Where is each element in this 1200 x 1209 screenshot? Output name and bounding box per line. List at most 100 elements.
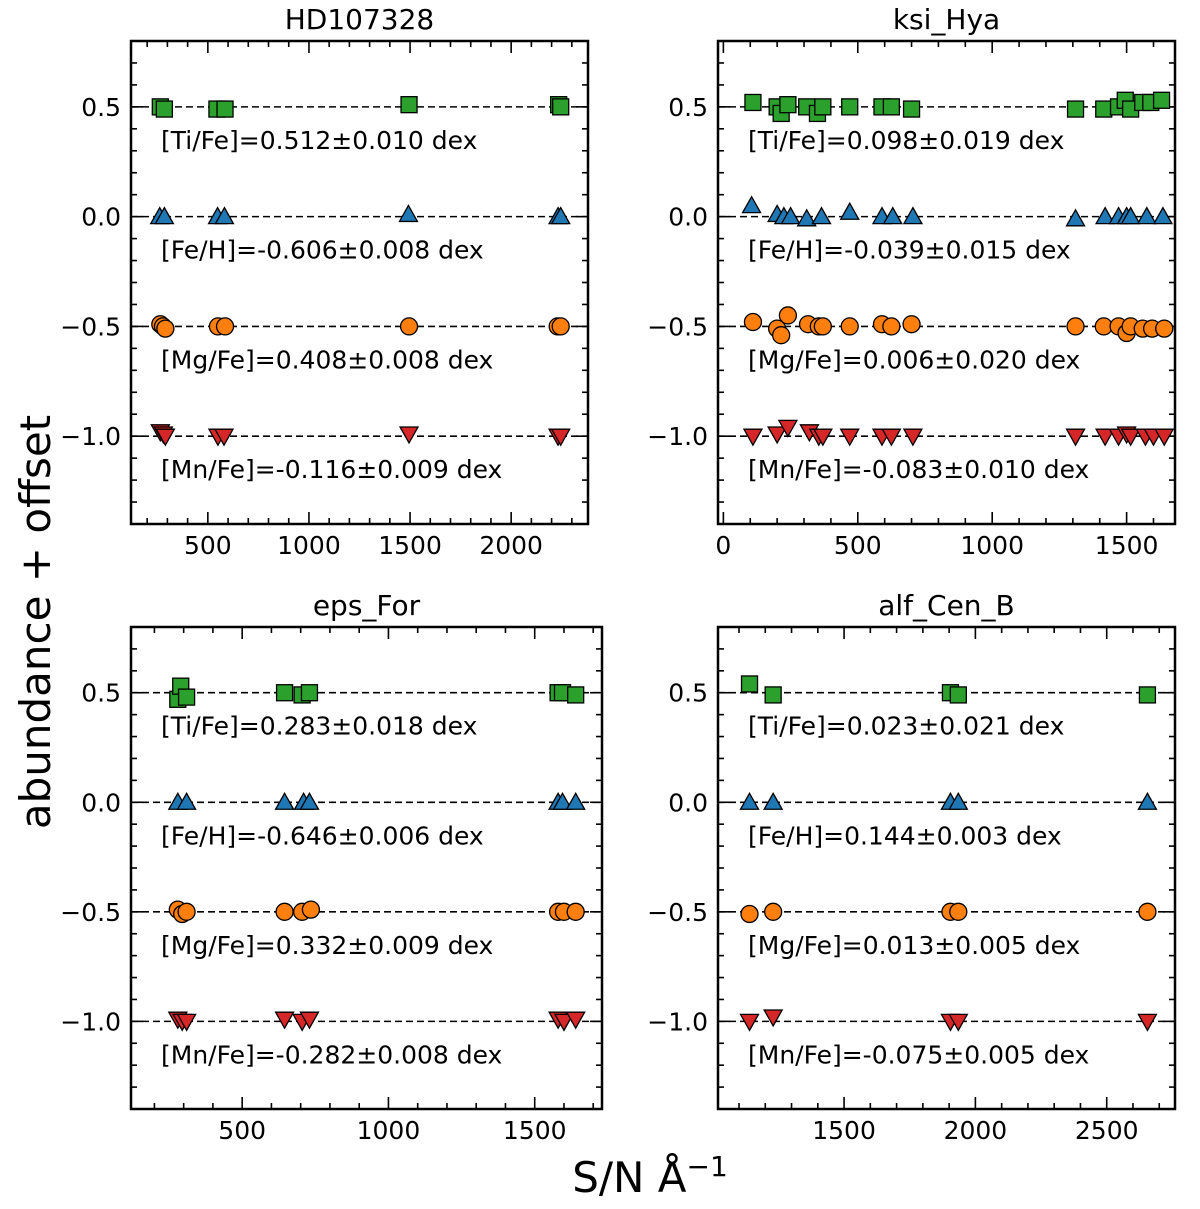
point-Mg — [399, 317, 419, 336]
point-Mn — [155, 428, 176, 447]
point-Fe — [1120, 206, 1141, 225]
x-tick-label: 1500 — [503, 1116, 567, 1145]
point-Ti — [949, 686, 967, 704]
point-Ti — [744, 93, 762, 112]
y-tick-label: −1.0 — [647, 422, 708, 451]
y-tick-label: 0.0 — [81, 788, 121, 817]
point-Mn — [1137, 1013, 1158, 1032]
x-tick-label: 2500 — [1075, 1116, 1139, 1145]
point-Ti — [216, 100, 234, 118]
point-Mg — [275, 902, 294, 921]
y-tick-label: 0.0 — [668, 788, 708, 817]
point-Mn — [763, 1009, 784, 1028]
y-tick-label: −1.0 — [647, 1007, 708, 1036]
y-tick-label: 0.5 — [668, 93, 708, 122]
panel-title: ksi_Hya — [893, 3, 1000, 36]
point-Mn — [839, 428, 860, 447]
y-tick-label: 0.5 — [81, 679, 121, 708]
annotation-Mg: [Mg/Fe]=0.006±0.020 dex — [748, 345, 1080, 374]
y-tick-label: −0.5 — [60, 898, 121, 927]
y-tick-label: −0.5 — [647, 898, 708, 927]
x-tick-label: 500 — [834, 531, 882, 560]
point-Mg — [301, 900, 321, 919]
point-Fe — [882, 206, 903, 225]
point-Ti — [1095, 100, 1113, 118]
point-Mn — [299, 1011, 320, 1030]
point-Mg — [551, 317, 570, 336]
panel-ksi_Hya: ksi_Hya 0 500 1000 1500 0.5 0.0 −0.5 −1.0 [Ti/Fe]… — [647, 3, 1177, 560]
point-Ti — [1152, 91, 1171, 109]
point-Mn — [948, 1013, 969, 1032]
point-Mn — [1065, 428, 1086, 447]
panel-title: eps_For — [313, 589, 421, 622]
point-Fe — [398, 204, 419, 223]
point-Mg — [156, 319, 175, 338]
point-Ti — [155, 100, 174, 118]
annotation-Mg: [Mg/Fe]=0.013±0.005 dex — [748, 931, 1080, 960]
annotation-Fe: [Fe/H]=0.144±0.003 dex — [748, 821, 1062, 850]
panel-HD107328: HD107328 500 1000 1500 2000 0.5 0.0 −0.5 −1.0 [Ti… — [60, 3, 590, 560]
x-tick-label: 1000 — [277, 531, 341, 560]
point-Mn — [176, 1013, 197, 1032]
annotation-Ti: [Ti/Fe]=0.098±0.019 dex — [748, 126, 1064, 155]
y-tick-label: 0.5 — [81, 93, 121, 122]
point-Fe — [1137, 791, 1158, 810]
point-Fe — [176, 791, 197, 810]
annotation-Mn: [Mn/Fe]=-0.083±0.010 dex — [748, 455, 1089, 484]
annotation-Fe: [Fe/H]=-0.039±0.015 dex — [748, 236, 1071, 265]
point-Fe — [763, 791, 784, 810]
annotation-Ti: [Ti/Fe]=0.023±0.021 dex — [748, 712, 1064, 741]
annotation-Mn: [Mn/Fe]=-0.282±0.008 dex — [161, 1040, 502, 1069]
annotation-Fe: [Fe/H]=-0.606±0.008 dex — [161, 236, 484, 265]
point-Fe — [154, 206, 175, 225]
point-Ti — [740, 675, 759, 693]
point-Mg — [778, 306, 798, 325]
x-tick-label: 1000 — [357, 1116, 421, 1145]
point-Mn — [1094, 428, 1116, 447]
point-Mn — [565, 1011, 586, 1030]
point-Mg — [1138, 902, 1157, 921]
annotation-Ti: [Ti/Fe]=0.512±0.010 dex — [161, 126, 477, 155]
x-tick-label: 500 — [184, 531, 232, 560]
point-Mn — [902, 428, 924, 447]
point-Fe — [299, 791, 320, 810]
point-Mg — [215, 317, 235, 336]
annotation-Mg: [Mg/Fe]=0.408±0.008 dex — [161, 345, 493, 374]
y-tick-label: 0.0 — [81, 203, 121, 232]
point-Ti — [841, 98, 859, 116]
point-Fe — [811, 206, 832, 225]
point-Fe — [552, 791, 573, 810]
point-Fe — [1136, 206, 1157, 225]
point-Mn — [739, 1013, 760, 1032]
point-Fe — [739, 791, 760, 810]
x-axis-label: S/N Å−1 — [572, 1150, 728, 1202]
x-tick-label: 1500 — [378, 531, 442, 560]
point-Ti — [275, 684, 294, 702]
y-tick-label: −0.5 — [647, 312, 708, 341]
point-Fe — [780, 206, 801, 225]
annotation-Mn: [Mn/Fe]=-0.116±0.009 dex — [161, 455, 502, 484]
x-tick-label: 2000 — [944, 1116, 1008, 1145]
annotation-Mn: [Mn/Fe]=-0.075±0.005 dex — [748, 1040, 1089, 1069]
panels: HD107328 500 1000 1500 2000 0.5 0.0 −0.5 −1.0 [Ti… — [60, 3, 1177, 1145]
point-Mg — [1066, 317, 1085, 336]
point-Mn — [550, 428, 571, 447]
point-Mg — [902, 315, 921, 334]
point-Ti — [567, 686, 585, 704]
point-Mn — [274, 1011, 295, 1030]
point-Fe — [1094, 206, 1116, 225]
point-Mg — [177, 902, 196, 921]
point-Mg — [743, 312, 763, 332]
point-Fe — [565, 791, 586, 810]
x-tick-label: 500 — [218, 1116, 266, 1145]
point-Mn — [742, 428, 764, 447]
point-Mg — [740, 904, 759, 924]
annotation-Mg: [Mg/Fe]=0.332±0.009 dex — [161, 931, 493, 960]
point-Fe — [1065, 208, 1086, 227]
point-Ti — [300, 684, 319, 702]
point-Mn — [1154, 428, 1175, 447]
point-Mg — [813, 317, 832, 336]
point-Fe — [839, 201, 860, 220]
point-Mg — [566, 902, 585, 921]
